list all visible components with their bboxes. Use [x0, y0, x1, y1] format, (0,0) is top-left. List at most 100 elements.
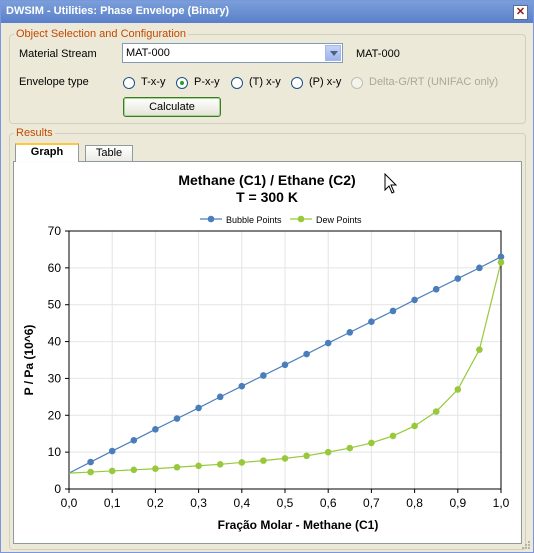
chart-axes: 0 10 20 30 40 50 60 70 0,0 0,1 0,2 0,3 0,4 0,5 0,6 0,7 0… — [48, 224, 510, 510]
series-point-bubble — [497, 253, 505, 261]
series-point-dew — [216, 461, 224, 468]
config-group: Object Selection and Configuration — [9, 28, 526, 124]
series-point-bubble — [238, 382, 246, 390]
series-point-bubble — [87, 458, 94, 466]
x-tick-label: 0,5 — [277, 496, 294, 510]
chart-subtitle: T = 300 K — [236, 189, 298, 205]
series-point-dew — [87, 468, 94, 476]
radio-p-xy[interactable] — [291, 77, 303, 89]
config-group-label: Object Selection and Configuration — [16, 28, 186, 40]
material-stream-display: MAT-000 — [356, 48, 400, 60]
chart-plot-area — [68, 253, 505, 476]
x-tick-label: 0,1 — [104, 496, 121, 510]
series-point-dew — [476, 346, 483, 353]
chevron-down-icon[interactable] — [325, 45, 341, 61]
series-point-bubble — [130, 437, 138, 444]
series-point-dew — [497, 259, 505, 266]
legend-marker — [207, 215, 215, 223]
tab-table[interactable]: Table — [85, 145, 133, 161]
series-point-bubble — [324, 339, 332, 347]
x-tick-label: 0,8 — [406, 496, 423, 510]
radio-delta-g-label: Delta-G/RT (UNIFAC only) — [369, 76, 499, 88]
series-point-dew — [368, 439, 375, 447]
x-tick-label: 1,0 — [493, 496, 510, 510]
series-point-bubble — [216, 393, 224, 401]
series-point-dew — [411, 422, 418, 430]
series-point-dew — [260, 457, 267, 464]
series-point-bubble — [454, 275, 462, 282]
title-bar[interactable]: DWSIM - Utilities: Phase Envelope (Binar… — [1, 1, 533, 23]
series-point-bubble — [411, 296, 418, 304]
legend-entry: Bubble Points — [226, 215, 282, 225]
series-point-dew — [173, 463, 181, 471]
resize-grip-icon[interactable] — [521, 540, 531, 550]
legend-marker — [297, 215, 305, 223]
radio-t-xy[interactable] — [231, 77, 243, 89]
radio-pxy[interactable] — [176, 77, 188, 89]
x-tick-label: 0,2 — [147, 496, 164, 510]
x-tick-label: 0,6 — [320, 496, 337, 510]
x-tick-label: 0,3 — [190, 496, 207, 510]
y-tick-label: 20 — [48, 408, 62, 422]
series-point-bubble — [173, 415, 181, 422]
series-point-dew — [108, 467, 116, 475]
x-tick-label: 0,7 — [363, 496, 380, 510]
y-tick-label: 50 — [48, 298, 62, 312]
results-group: Results — [9, 127, 526, 550]
series-point-dew — [454, 386, 462, 393]
calculate-button[interactable]: Calculate — [123, 97, 221, 117]
tab-graph[interactable]: Graph — [15, 143, 79, 162]
series-point-dew — [238, 459, 246, 466]
legend-entry: Dew Points — [316, 215, 362, 225]
chart-xlabel: Fração Molar - Methane (C1) — [218, 518, 379, 532]
series-point-dew — [130, 466, 138, 474]
y-tick-label: 0 — [54, 482, 61, 496]
envelope-type-label: Envelope type — [19, 76, 89, 88]
chart-ylabel: P / Pa (10^6) — [22, 325, 36, 396]
radio-pxy-label: P-x-y — [194, 76, 220, 88]
close-icon[interactable]: ✕ — [513, 5, 528, 20]
chart-legend: Bubble Points Dew Points — [200, 215, 362, 225]
series-point-bubble — [303, 350, 310, 358]
radio-delta-g[interactable] — [351, 77, 363, 89]
radio-txy[interactable] — [123, 77, 135, 89]
radio-p-xy-label: (P) x-y — [309, 76, 342, 88]
series-point-bubble — [195, 404, 202, 412]
x-tick-label: 0,4 — [233, 496, 250, 510]
series-point-bubble — [476, 264, 483, 272]
series-point-bubble — [368, 318, 375, 325]
series-point-dew — [195, 462, 202, 470]
series-point-dew — [324, 448, 332, 456]
series-point-bubble — [432, 285, 440, 293]
series-point-bubble — [108, 447, 116, 455]
chart-title: Methane (C1) / Ethane (C2) — [178, 172, 355, 188]
series-point-bubble — [281, 361, 289, 369]
series-point-dew — [432, 408, 440, 415]
series-point-dew — [389, 432, 397, 440]
x-tick-label: 0,9 — [449, 496, 466, 510]
series-point-dew — [152, 465, 159, 473]
phase-envelope-chart: Methane (C1) / Ethane (C2) T = 300 K Bub… — [15, 163, 520, 542]
radio-t-xy-label: (T) x-y — [249, 76, 281, 88]
series-point-dew — [281, 455, 289, 462]
y-tick-label: 40 — [48, 335, 62, 349]
plot-frame — [68, 230, 502, 490]
material-stream-select[interactable]: MAT-000 — [122, 43, 343, 63]
y-tick-label: 10 — [48, 445, 62, 459]
y-tick-label: 30 — [48, 371, 62, 385]
series-point-dew — [346, 444, 354, 452]
y-tick-label: 70 — [48, 224, 62, 238]
radio-txy-label: T-x-y — [141, 76, 166, 88]
series-point-bubble — [389, 307, 397, 315]
window-title: DWSIM - Utilities: Phase Envelope (Binar… — [6, 5, 230, 17]
series-point-bubble — [346, 329, 354, 336]
series-point-dew — [303, 452, 310, 460]
x-tick-label: 0,0 — [61, 496, 78, 510]
results-group-label: Results — [16, 127, 53, 139]
material-stream-label: Material Stream — [19, 48, 97, 60]
y-tick-label: 60 — [48, 261, 62, 275]
series-point-bubble — [260, 372, 267, 379]
material-stream-value: MAT-000 — [126, 47, 170, 59]
series-point-bubble — [152, 425, 159, 433]
